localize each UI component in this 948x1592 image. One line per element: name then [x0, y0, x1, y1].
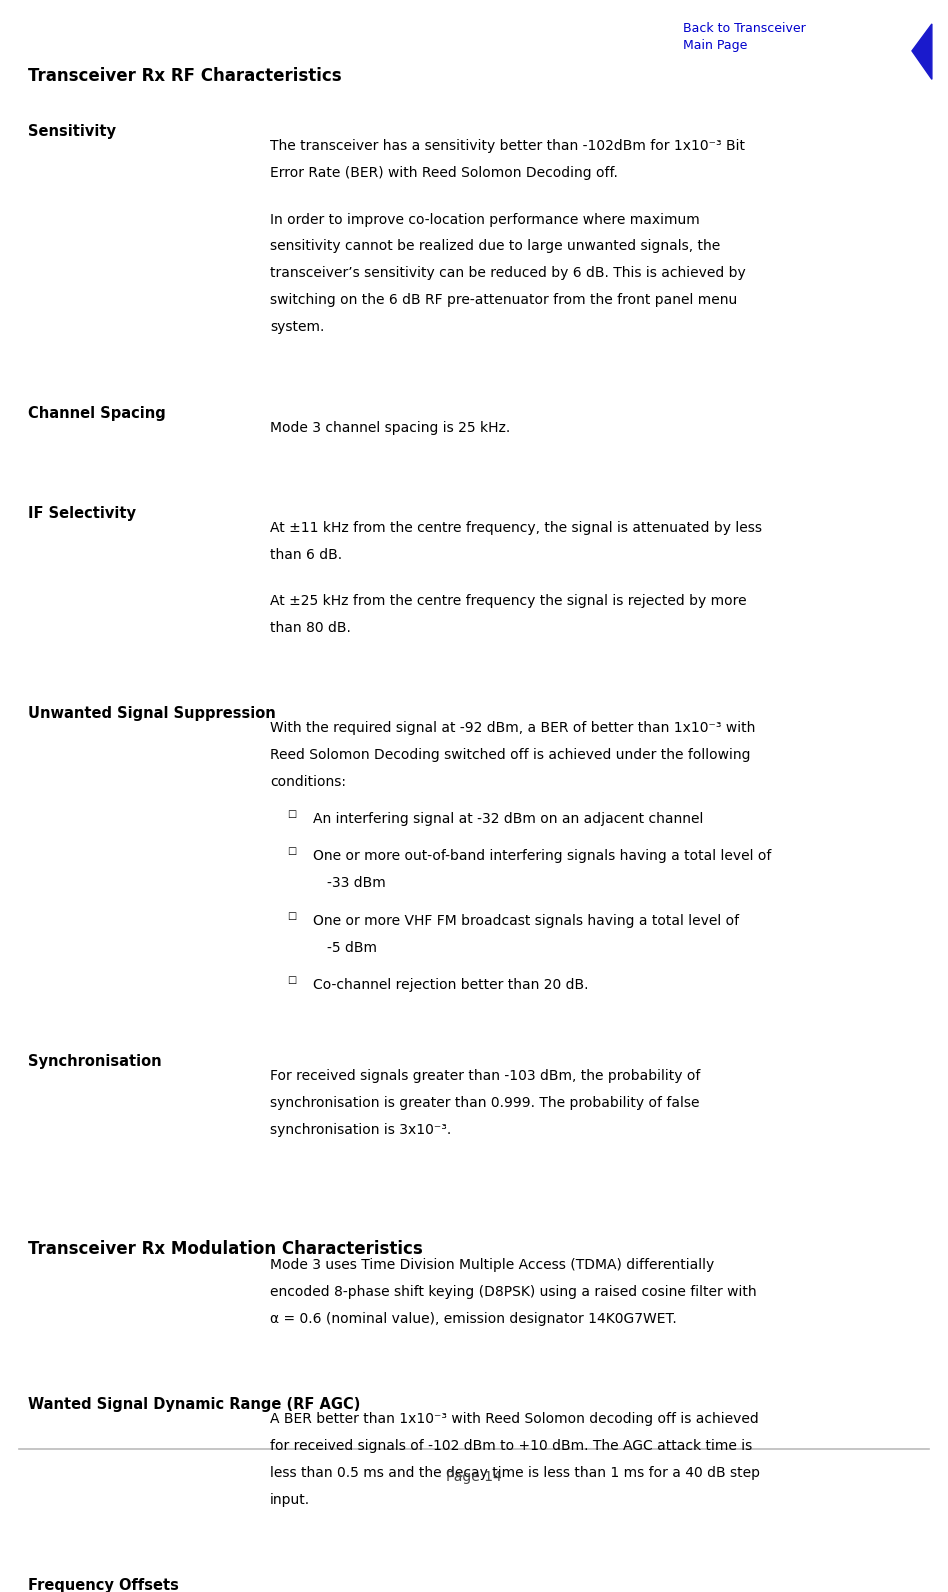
Polygon shape: [912, 24, 932, 80]
Text: α = 0.6 (nominal value), emission designator 14K0G7WET.: α = 0.6 (nominal value), emission design…: [270, 1312, 677, 1326]
Text: At ±11 kHz from the centre frequency, the signal is attenuated by less: At ±11 kHz from the centre frequency, th…: [270, 521, 762, 535]
Text: Transceiver Rx RF Characteristics: Transceiver Rx RF Characteristics: [28, 67, 342, 86]
Text: Transceiver Rx Modulation Characteristics: Transceiver Rx Modulation Characteristic…: [28, 1240, 423, 1258]
Text: Mode 3 uses Time Division Multiple Access (TDMA) differentially: Mode 3 uses Time Division Multiple Acces…: [270, 1258, 715, 1272]
Text: □: □: [287, 976, 297, 985]
Text: Error Rate (BER) with Reed Solomon Decoding off.: Error Rate (BER) with Reed Solomon Decod…: [270, 166, 618, 180]
Text: Unwanted Signal Suppression: Unwanted Signal Suppression: [28, 707, 276, 721]
Text: than 6 dB.: than 6 dB.: [270, 548, 342, 562]
Text: Reed Solomon Decoding switched off is achieved under the following: Reed Solomon Decoding switched off is ac…: [270, 748, 751, 763]
Text: Page 14: Page 14: [447, 1469, 501, 1484]
Text: Sensitivity: Sensitivity: [28, 124, 117, 139]
Text: than 80 dB.: than 80 dB.: [270, 621, 351, 635]
Text: One or more out-of-band interfering signals having a total level of: One or more out-of-band interfering sign…: [313, 850, 772, 863]
Text: Synchronisation: Synchronisation: [28, 1054, 162, 1070]
Text: Channel Spacing: Channel Spacing: [28, 406, 166, 420]
Text: An interfering signal at -32 dBm on an adjacent channel: An interfering signal at -32 dBm on an a…: [313, 812, 703, 826]
Text: for received signals of -102 dBm to +10 dBm. The AGC attack time is: for received signals of -102 dBm to +10 …: [270, 1439, 753, 1453]
Text: IF Selectivity: IF Selectivity: [28, 506, 137, 521]
Text: In order to improve co-location performance where maximum: In order to improve co-location performa…: [270, 213, 700, 226]
Text: sensitivity cannot be realized due to large unwanted signals, the: sensitivity cannot be realized due to la…: [270, 239, 720, 253]
Text: Wanted Signal Dynamic Range (RF AGC): Wanted Signal Dynamic Range (RF AGC): [28, 1396, 361, 1412]
Text: input.: input.: [270, 1493, 310, 1506]
Text: A BER better than 1x10⁻³ with Reed Solomon decoding off is achieved: A BER better than 1x10⁻³ with Reed Solom…: [270, 1412, 759, 1426]
Text: -33 dBm: -33 dBm: [327, 876, 386, 890]
Text: system.: system.: [270, 320, 324, 334]
Text: Frequency Offsets: Frequency Offsets: [28, 1578, 179, 1592]
Text: less than 0.5 ms and the decay time is less than 1 ms for a 40 dB step: less than 0.5 ms and the decay time is l…: [270, 1466, 760, 1479]
Text: For received signals greater than -103 dBm, the probability of: For received signals greater than -103 d…: [270, 1070, 701, 1084]
Text: □: □: [287, 911, 297, 920]
Text: synchronisation is greater than 0.999. The probability of false: synchronisation is greater than 0.999. T…: [270, 1097, 700, 1110]
Text: □: □: [287, 809, 297, 818]
Text: synchronisation is 3x10⁻³.: synchronisation is 3x10⁻³.: [270, 1124, 451, 1137]
Text: The transceiver has a sensitivity better than -102dBm for 1x10⁻³ Bit: The transceiver has a sensitivity better…: [270, 139, 745, 153]
Text: transceiver’s sensitivity can be reduced by 6 dB. This is achieved by: transceiver’s sensitivity can be reduced…: [270, 266, 746, 280]
Text: Co-channel rejection better than 20 dB.: Co-channel rejection better than 20 dB.: [313, 977, 589, 992]
Text: With the required signal at -92 dBm, a BER of better than 1x10⁻³ with: With the required signal at -92 dBm, a B…: [270, 721, 756, 736]
Text: switching on the 6 dB RF pre-attenuator from the front panel menu: switching on the 6 dB RF pre-attenuator …: [270, 293, 738, 307]
Text: At ±25 kHz from the centre frequency the signal is rejected by more: At ±25 kHz from the centre frequency the…: [270, 594, 747, 608]
Text: Mode 3 channel spacing is 25 kHz.: Mode 3 channel spacing is 25 kHz.: [270, 420, 510, 435]
Text: Back to Transceiver
Main Page: Back to Transceiver Main Page: [683, 22, 805, 53]
Text: encoded 8-phase shift keying (D8PSK) using a raised cosine filter with: encoded 8-phase shift keying (D8PSK) usi…: [270, 1285, 757, 1299]
Text: conditions:: conditions:: [270, 775, 346, 790]
Text: One or more VHF FM broadcast signals having a total level of: One or more VHF FM broadcast signals hav…: [313, 914, 738, 928]
Text: □: □: [287, 847, 297, 856]
Text: -5 dBm: -5 dBm: [327, 941, 377, 955]
